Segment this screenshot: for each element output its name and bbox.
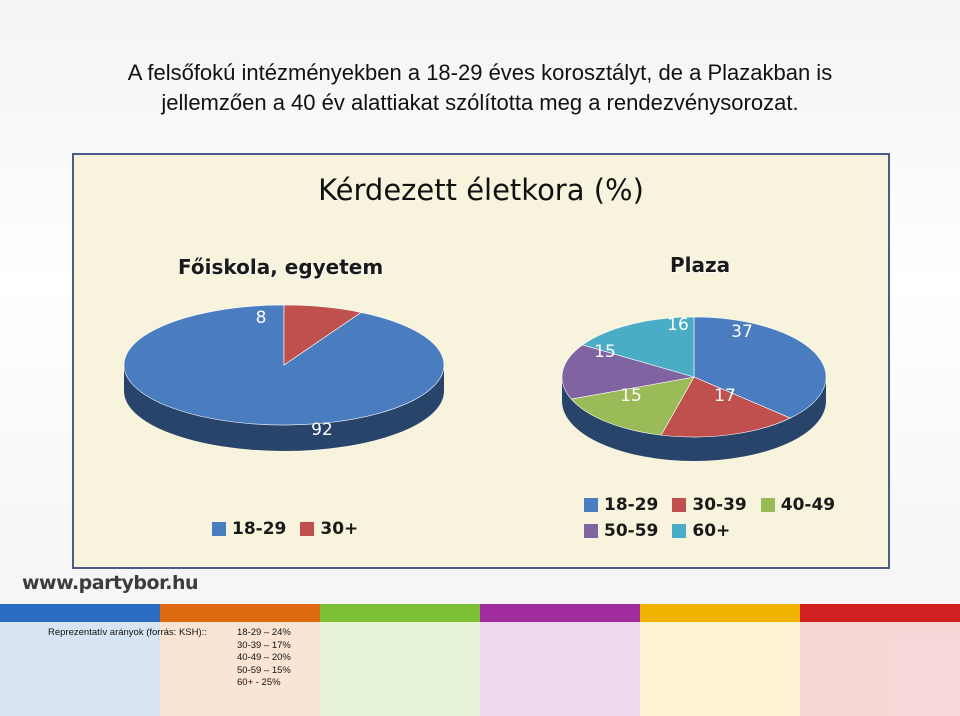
legend-label: 18-29 [604, 495, 659, 515]
legend-label: 30-39 [692, 495, 747, 515]
legend-item-18-29: 18-29 [212, 519, 286, 539]
legend-item-40-49: 40-49 [760, 495, 836, 515]
pie-2-label-30-39: 17 [714, 386, 736, 406]
pie-1-legend: 18-29 30+ [212, 519, 412, 539]
pie-1-label-18-29: 92 [311, 420, 333, 440]
pie-2-slice-50-59 [561, 344, 695, 400]
headline-line-2: jellemzően a 40 év alattiakat szólította… [161, 90, 799, 115]
legend-item-50-59: 50-59 [584, 521, 658, 541]
pie-2-label-40-49: 15 [620, 386, 642, 406]
pie-2-legend: 18-29 30-39 40-49 50-59 60+ [584, 495, 844, 541]
ksh-item: 50-59 – 15% [237, 664, 291, 676]
legend-label: 18-29 [232, 519, 287, 539]
ksh-item: 60+ - 25% [237, 677, 281, 688]
pie-2-label-50-59: 15 [594, 342, 616, 362]
legend-swatch [584, 498, 598, 512]
pie-1-label-30+: 8 [256, 308, 267, 328]
legend-item-30+: 30+ [300, 519, 358, 539]
pie-2-slice-18-29 [693, 316, 827, 419]
site-logo: www.partybor.hu [22, 572, 199, 594]
pie-1-slice-30+ [283, 304, 362, 366]
footer-panel [0, 622, 960, 716]
pie-1: 92 8 [123, 304, 445, 451]
chart-title: Kérdezett életkora (%) [318, 173, 644, 207]
legend-swatch [672, 498, 687, 512]
pie-2-slice-30-39 [660, 376, 791, 438]
pie-2-slice-40-49 [570, 376, 695, 436]
legend-label: 30+ [320, 519, 359, 539]
legend-swatch [672, 524, 687, 538]
pie-2-title: Plaza [670, 253, 731, 277]
ksh-item: 40-49 – 20% [237, 652, 291, 663]
headline: A felsőfokú intézményekben a 18-29 éves … [40, 58, 920, 118]
headline-line-1: A felsőfokú intézményekben a 18-29 éves … [127, 60, 833, 85]
pie-charts: 92 8 37 17 15 15 16 [123, 304, 827, 461]
pie-2-slice-60+ [581, 316, 695, 378]
legend-swatch [584, 524, 598, 538]
legend-item-30-39: 30-39 [672, 495, 747, 515]
legend-swatch [212, 522, 226, 536]
legend-swatch [760, 498, 775, 512]
pie-2-label-60+: 16 [667, 315, 689, 335]
pie-2: 37 17 15 15 16 [561, 315, 827, 461]
legend-item-18-29: 18-29 [584, 495, 658, 515]
pie-2-label-18-29: 37 [731, 322, 753, 342]
chart-panel: Kérdezett életkora (%) Főiskola, egyetem… [72, 153, 890, 569]
legend-item-60+: 60+ [672, 521, 730, 541]
source-label: Reprezentatív arányok (forrás: KSH):: [48, 627, 207, 638]
pie-1-title: Főiskola, egyetem [178, 255, 384, 279]
ksh-item: 18-29 – 24% [237, 627, 291, 638]
legend-label: 50-59 [604, 521, 659, 541]
ksh-item: 30-39 – 17% [237, 639, 291, 651]
legend-label: 40-49 [780, 495, 836, 515]
legend-label: 60+ [692, 521, 731, 541]
ksh-list: 18-29 – 24% 30-39 – 17% 40-49 – 20% 50-59 –… [237, 627, 291, 690]
legend-swatch [300, 522, 315, 536]
